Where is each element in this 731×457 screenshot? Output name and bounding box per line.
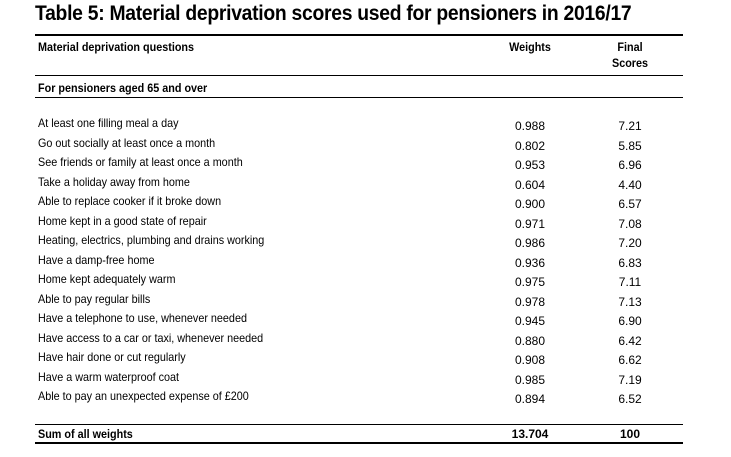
table-row: Have hair done or cut regularly 0.908 6.… [0,350,731,370]
total-top-rule [35,424,683,425]
weight-cell: 0.945 [514,314,546,328]
score-cell: 6.90 [618,314,642,328]
header-question: Material deprivation questions [38,40,195,54]
table-row: Able to replace cooker if it broke down … [0,194,731,214]
section-rule [35,97,683,98]
question-cell: Home kept in a good state of repair [38,213,207,228]
weight-cell: 0.975 [514,275,546,289]
weight-cell: 0.880 [514,333,546,348]
question-cell: Have access to a car or taxi, whenever n… [38,330,264,345]
score-cell: 5.85 [618,138,642,153]
header-weights: Weights [509,40,551,54]
table-row: At least one filling meal a day 0.988 7.… [0,116,731,136]
score-cell: 6.42 [618,333,642,348]
score-cell: 6.62 [618,353,642,367]
score-cell: 6.57 [618,197,642,211]
question-cell: Take a holiday away from home [38,174,190,189]
weight-cell: 0.908 [514,353,546,367]
header-final-scores-line2: Scores [611,56,649,70]
score-cell: 6.52 [618,392,642,406]
score-cell: 7.19 [618,372,642,387]
weight-cell: 0.802 [514,138,546,153]
table-row: Able to pay an unexpected expense of £20… [0,389,731,409]
question-cell: Able to replace cooker if it broke down [38,194,222,208]
header-rule [35,75,683,76]
table-row: Have a warm waterproof coat 0.985 7.19 [0,370,731,390]
question-cell: Home kept adequately warm [38,272,176,286]
top-rule [35,34,683,36]
table-row: Have a telephone to use, whenever needed… [0,311,731,331]
weight-cell: 0.985 [514,372,546,387]
header-final-scores-line1: Final [617,40,643,54]
total-weight: 13.704 [511,427,549,441]
bottom-rule [35,442,683,444]
weight-cell: 0.986 [514,236,546,250]
weight-cell: 0.604 [514,177,546,192]
question-cell: Have a telephone to use, whenever needed [38,311,247,325]
table-row: Have a damp-free home 0.936 6.83 [0,253,731,273]
weight-cell: 0.971 [514,216,546,231]
question-cell: Able to pay regular bills [38,291,151,306]
table-row: Go out socially at least once a month 0.… [0,136,731,156]
score-cell: 7.21 [618,119,642,133]
table-row: Heating, electrics, plumbing and drains … [0,233,731,253]
question-cell: Able to pay an unexpected expense of £20… [38,389,249,403]
question-cell: Go out socially at least once a month [38,135,216,150]
table-row: Home kept in a good state of repair 0.97… [0,214,731,234]
table-row: See friends or family at least once a mo… [0,155,731,175]
table-title: Table 5: Material deprivation scores use… [35,2,632,25]
question-cell: At least one filling meal a day [38,116,179,130]
question-cell: Have a damp-free home [38,252,155,267]
table-row: Have access to a car or taxi, whenever n… [0,331,731,351]
score-cell: 6.83 [618,255,642,270]
question-cell: Have hair done or cut regularly [38,350,186,364]
weight-cell: 0.894 [514,392,546,406]
table-row: Able to pay regular bills 0.978 7.13 [0,292,731,312]
table-body: At least one filling meal a day 0.988 7.… [0,116,731,409]
total-score: 100 [619,427,641,441]
question-cell: Have a warm waterproof coat [38,369,180,384]
question-cell: Heating, electrics, plumbing and drains … [38,233,265,247]
score-cell: 7.08 [618,216,642,231]
weight-cell: 0.953 [514,158,546,172]
score-cell: 7.20 [618,236,642,250]
weight-cell: 0.978 [514,294,546,309]
question-cell: See friends or family at least once a mo… [38,155,243,169]
score-cell: 7.11 [618,275,642,289]
table-row: Home kept adequately warm 0.975 7.11 [0,272,731,292]
weight-cell: 0.936 [514,255,546,270]
weight-cell: 0.900 [514,197,546,211]
score-cell: 7.13 [618,294,642,309]
section-label: For pensioners aged 65 and over [38,81,208,95]
total-label: Sum of all weights [38,427,133,441]
table-row: Take a holiday away from home 0.604 4.40 [0,175,731,195]
score-cell: 6.96 [618,158,642,172]
score-cell: 4.40 [618,177,642,192]
weight-cell: 0.988 [514,119,546,133]
